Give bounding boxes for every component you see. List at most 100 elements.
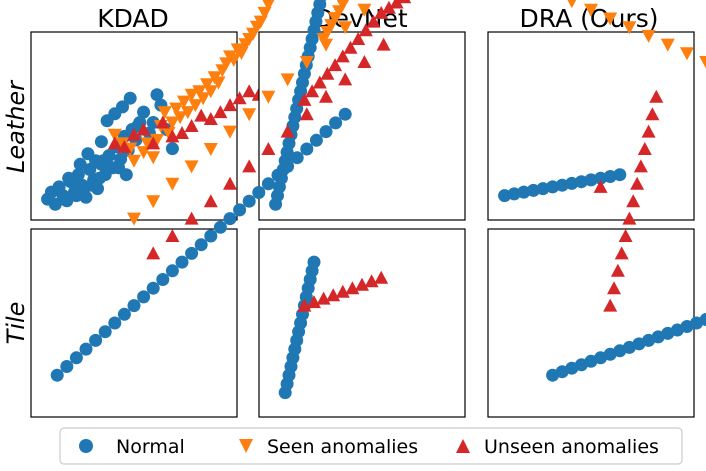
panel-dra-ours-tile-frame <box>487 228 695 418</box>
panel-devnet-leather-unseen-point-8 <box>358 23 373 37</box>
panel-kdad-tile-normal-point-21 <box>252 186 266 199</box>
panel-kdad-leather-normal-point-45 <box>85 178 99 192</box>
panel-dra-ours-tile-seen-point-9 <box>680 47 694 61</box>
panel-devnet-tile-unseen-point-5 <box>345 281 360 295</box>
panel-kdad-leather-seen-point-15 <box>180 106 195 120</box>
panel-kdad-tile-normal-point-18 <box>223 212 237 226</box>
panel-kdad-leather-seen-point-9 <box>157 106 172 120</box>
panel-kdad-tile-unseen-point-5 <box>242 159 257 173</box>
panel-kdad-leather-unseen-point-13 <box>232 91 247 105</box>
panel-kdad-tile-normal-point-22 <box>261 177 275 191</box>
panel-kdad-leather-seen-point-3 <box>127 154 141 168</box>
panel-dra-ours-tile-unseen-point-5 <box>622 211 637 225</box>
panel-kdad-leather-unseen-point-9 <box>194 108 209 122</box>
panel-kdad-tile-seen-point-11 <box>338 21 353 35</box>
panel-kdad-leather-seen-point-13 <box>173 111 188 125</box>
panel-kdad-tile-normal-point-27 <box>309 133 323 147</box>
panel-kdad-leather-normal-point-32 <box>137 105 151 119</box>
panel-kdad-tile-seen-point-3 <box>184 160 199 174</box>
panel-devnet-tile-unseen-point-7 <box>364 274 379 288</box>
panel-kdad-tile-normal-point-3 <box>79 342 93 356</box>
panel-kdad-tile-normal-point-28 <box>319 125 333 139</box>
panels <box>30 0 706 418</box>
panel-dra-ours-tile-seen-point-4 <box>584 3 598 17</box>
panel-dra-ours-tile-unseen-point-11 <box>645 107 660 121</box>
panel-devnet-leather-unseen-point-7 <box>351 32 366 45</box>
panel-kdad-leather-seen-point-16 <box>184 88 199 102</box>
panel-kdad-leather-unseen-point-6 <box>165 129 180 143</box>
panel-kdad-leather-unseen-point-11 <box>213 105 228 119</box>
panel-dra-ours-tile-unseen-point-12 <box>649 89 664 103</box>
panel-kdad-leather-normal-point-38 <box>165 142 179 156</box>
panel-devnet-leather-unseen-point-11 <box>381 0 396 14</box>
panel-devnet-leather-unseen-point-5 <box>335 49 350 63</box>
panel-kdad-tile-unseen-point-10 <box>338 72 353 86</box>
panel-kdad-leather-seen-point-20 <box>200 78 214 92</box>
panel-kdad-leather-normal-point-5 <box>60 194 74 208</box>
panel-kdad-leather-normal-point-26 <box>94 135 108 149</box>
panel-devnet-tile-unseen-point-6 <box>355 277 369 291</box>
panel-kdad-tile-normal-point-1 <box>60 360 74 373</box>
panel-kdad-tile-unseen-point-9 <box>319 89 333 103</box>
panel-dra-ours-leather-normal-point-7 <box>565 176 579 190</box>
panel-kdad-tile-normal-point-30 <box>338 107 352 121</box>
panel-kdad-leather-seen-point-0 <box>107 128 122 142</box>
panel-kdad-leather-seen-point-23 <box>211 76 226 90</box>
panel-kdad-tile-unseen-point-7 <box>280 124 295 138</box>
panel-kdad-leather-unseen-point-8 <box>184 119 199 132</box>
panel-devnet-tile-unseen-point-1 <box>307 295 321 309</box>
legend-frame <box>59 427 683 465</box>
panel-dra-ours-tile-unseen-point-4 <box>618 229 633 242</box>
panel-kdad-tile-seen-point-5 <box>223 125 237 139</box>
panel-kdad-leather-unseen-point-0 <box>107 136 122 150</box>
panel-kdad-leather-seen-point-12 <box>169 102 184 116</box>
panel-devnet-leather-normal-point-24 <box>317 0 327 2</box>
legend-normal-marker <box>79 439 93 453</box>
panel-kdad-leather-unseen-point-2 <box>127 127 141 141</box>
panel-devnet-leather-seen-point-6 <box>344 0 349 5</box>
panel-devnet-leather-unseen-point-4 <box>328 58 343 72</box>
panel-devnet-leather-unseen-point-9 <box>366 14 381 28</box>
panel-kdad-leather-normal-point-46 <box>96 154 110 168</box>
panel-kdad-leather-normal-point-2 <box>48 197 62 211</box>
panel-kdad-tile-seen-point-7 <box>261 90 276 104</box>
panel-kdad-leather-seen-point-18 <box>192 85 207 99</box>
legend: Normal Seen anomalies Unseen anomalies <box>59 427 683 465</box>
panel-kdad-tile-normal-point-11 <box>156 273 170 286</box>
panel-dra-ours-leather-normal-point-10 <box>594 171 608 185</box>
panel-kdad-tile-seen-point-6 <box>242 108 257 122</box>
panel-kdad-leather-unseen-point-7 <box>175 126 189 139</box>
panel-dra-ours-leather-normal-point-1 <box>507 187 521 201</box>
panel-kdad-tile-frame <box>30 228 238 418</box>
panel-dra-ours-leather-normal-point-6 <box>555 178 569 192</box>
panel-kdad-tile-normal-point-25 <box>290 151 304 165</box>
panel-dra-ours-leather-normal-point-8 <box>574 175 588 189</box>
panel-dra-ours-tile-unseen-point-10 <box>641 124 656 138</box>
panel-kdad-leather-seen-point-37 <box>270 0 274 3</box>
panel-dra-ours-leather-normal-point-0 <box>498 189 512 203</box>
panel-kdad-tile-seen-point-10 <box>319 38 333 52</box>
column-title-kdad: KDAD <box>97 4 169 33</box>
panel-dra-ours-tile-unseen-point-0 <box>603 298 618 312</box>
panel-kdad-tile-normal-point-20 <box>242 194 256 208</box>
panel-dra-ours-tile-unseen-point-7 <box>630 176 645 190</box>
panel-devnet-tile-normal-point-15 <box>307 255 321 269</box>
panel-kdad-tile-normal-point-24 <box>281 159 295 173</box>
row-label-tile: Tile <box>2 302 30 345</box>
panel-kdad-tile-unseen-point-4 <box>223 176 237 190</box>
panel-devnet-tile-unseen-point-0 <box>297 298 312 312</box>
panel-kdad-tile-normal-point-29 <box>329 116 343 130</box>
panel-kdad-tile-normal-point-2 <box>69 351 83 365</box>
panel-dra-ours-leather-normal-point-2 <box>517 185 531 199</box>
panel-kdad-tile-unseen-point-3 <box>203 194 218 208</box>
panel-kdad-tile-normal-point-26 <box>300 142 314 156</box>
panel-devnet-tile-unseen-point-4 <box>335 284 350 298</box>
panel-dra-ours-tile-unseen-point-3 <box>614 246 629 260</box>
panel-dra-ours-tile-unseen-point-1 <box>607 281 621 295</box>
panel-kdad-tile-normal-point-19 <box>233 203 247 217</box>
legend-seen-label: Seen anomalies <box>267 436 418 458</box>
panel-kdad-leather-seen-point-36 <box>262 0 275 12</box>
panel-kdad-leather-unseen-point-3 <box>136 122 151 136</box>
panel-kdad-tile-normal-point-9 <box>137 290 151 304</box>
panel-dra-ours-tile-seen-point-8 <box>660 38 675 52</box>
